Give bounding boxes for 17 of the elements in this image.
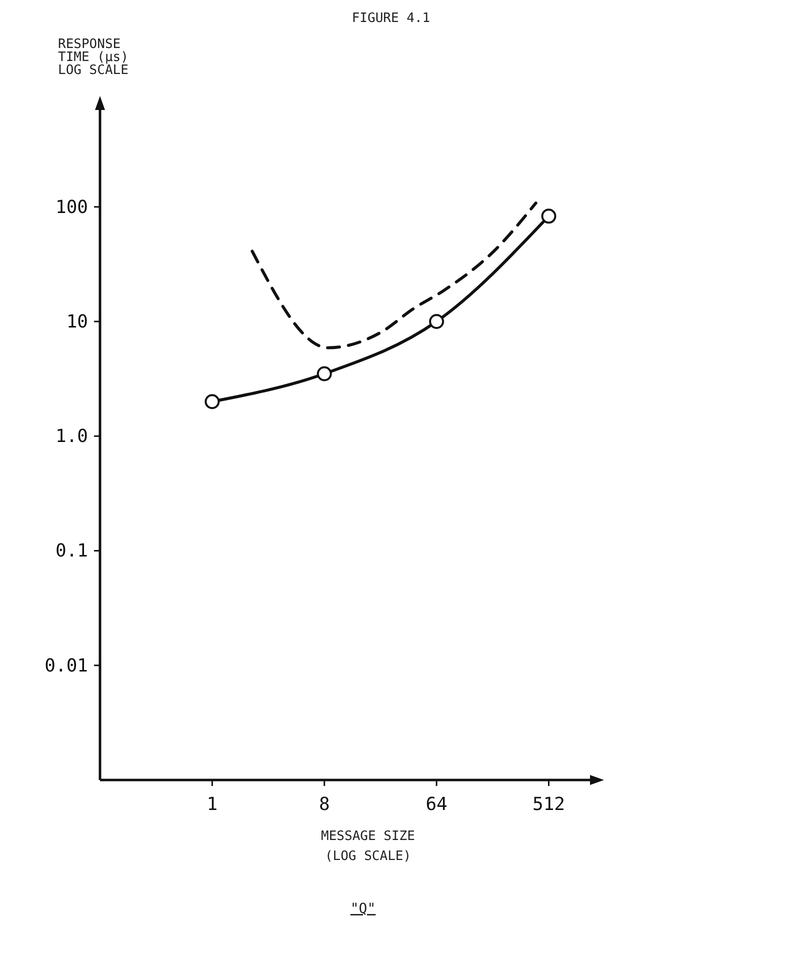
chart-title: FIGURE 4.1 xyxy=(352,11,430,26)
y-tick-label: 0.1 xyxy=(55,540,88,562)
point xyxy=(204,394,220,410)
y-tick-label: 100 xyxy=(55,196,88,218)
x-tick-label: 512 xyxy=(532,794,565,815)
x-axis-title: MESSAGE SIZE (LOG SCALE) xyxy=(321,829,415,864)
x-tick-label: 64 xyxy=(426,794,448,815)
point xyxy=(541,208,556,224)
y-tick-label: 1.0 xyxy=(55,426,88,448)
x-tick-label: 1 xyxy=(206,794,218,815)
text: "Q" xyxy=(350,901,376,917)
x-tick-label: 8 xyxy=(318,794,330,815)
y-axis-title: RESPONSE TIME (µs) LOG SCALE xyxy=(58,37,128,78)
point xyxy=(316,366,332,382)
y-tick-label: 10 xyxy=(66,311,88,332)
point xyxy=(429,314,444,329)
y-tick-label: 0.01 xyxy=(44,655,88,676)
